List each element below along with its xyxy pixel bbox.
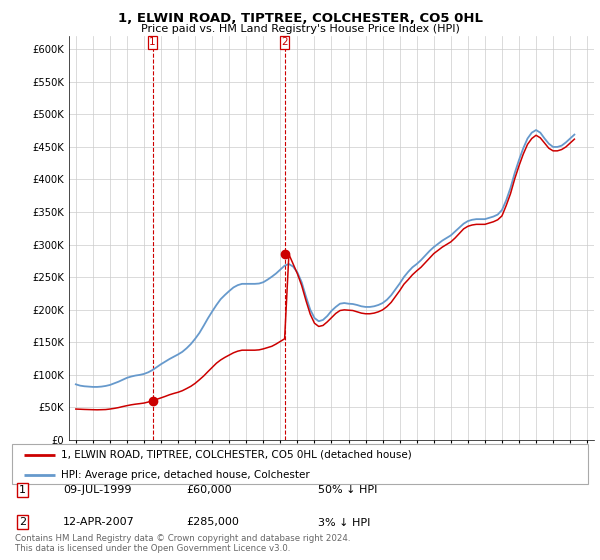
Text: £285,000: £285,000 bbox=[186, 517, 239, 528]
FancyBboxPatch shape bbox=[12, 444, 588, 484]
Text: Contains HM Land Registry data © Crown copyright and database right 2024.
This d: Contains HM Land Registry data © Crown c… bbox=[15, 534, 350, 553]
Text: Price paid vs. HM Land Registry's House Price Index (HPI): Price paid vs. HM Land Registry's House … bbox=[140, 24, 460, 34]
Text: 1: 1 bbox=[149, 37, 156, 47]
Text: 2: 2 bbox=[19, 517, 26, 528]
Text: 1, ELWIN ROAD, TIPTREE, COLCHESTER, CO5 0HL: 1, ELWIN ROAD, TIPTREE, COLCHESTER, CO5 … bbox=[118, 12, 482, 25]
Text: £60,000: £60,000 bbox=[186, 485, 232, 495]
Text: 50% ↓ HPI: 50% ↓ HPI bbox=[318, 485, 377, 495]
Text: 1: 1 bbox=[19, 485, 26, 495]
Text: 1, ELWIN ROAD, TIPTREE, COLCHESTER, CO5 0HL (detached house): 1, ELWIN ROAD, TIPTREE, COLCHESTER, CO5 … bbox=[61, 450, 412, 460]
Text: 09-JUL-1999: 09-JUL-1999 bbox=[63, 485, 131, 495]
Text: 12-APR-2007: 12-APR-2007 bbox=[63, 517, 135, 528]
Text: 3% ↓ HPI: 3% ↓ HPI bbox=[318, 517, 370, 528]
Text: HPI: Average price, detached house, Colchester: HPI: Average price, detached house, Colc… bbox=[61, 470, 310, 480]
Text: 2: 2 bbox=[281, 37, 288, 47]
